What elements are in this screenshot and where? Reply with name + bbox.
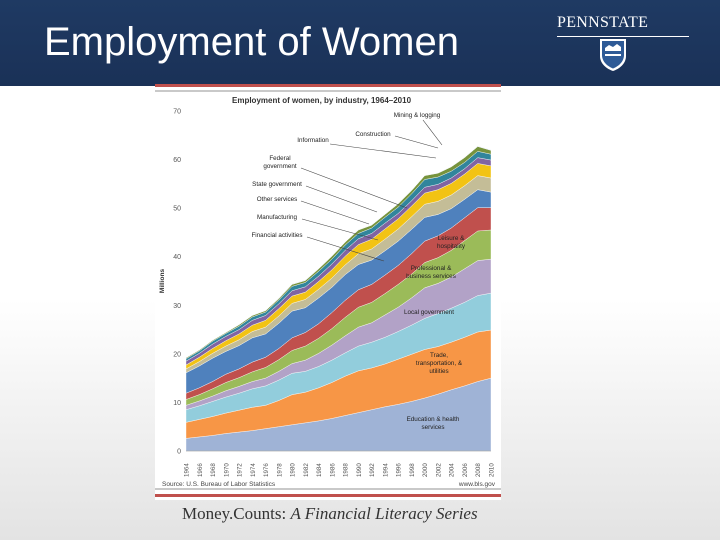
chart-top-border [155, 84, 501, 87]
chart-source: Source: U.S. Bureau of Labor Statistics [162, 481, 276, 488]
x-tick-label: 1986 [329, 463, 336, 477]
x-tick-label: 2002 [435, 463, 442, 477]
y-tick-label: 70 [173, 109, 181, 116]
y-tick-label: 40 [173, 254, 181, 261]
series-label: transportation, & [416, 360, 463, 367]
leader-line [329, 143, 437, 159]
x-tick-label: 1964 [184, 463, 191, 477]
y-tick-label: 60 [173, 157, 181, 164]
footer-series-name: Money.Counts: [182, 504, 291, 523]
x-tick-label: 1984 [316, 463, 323, 477]
series-label: Professional & [411, 265, 452, 272]
leader-line [422, 119, 443, 146]
area-mining-logging [185, 145, 492, 359]
x-tick-label: 2008 [475, 463, 482, 477]
series-label: Manufacturing [257, 214, 297, 221]
x-tick-label: 2000 [422, 463, 429, 477]
leader-line [306, 236, 385, 262]
x-tick-label: 1966 [197, 463, 204, 477]
employment-area-chart: Employment of women, by industry, 1964–2… [155, 84, 501, 497]
series-label: Financial activities [251, 232, 302, 239]
x-tick-label: 2010 [489, 463, 496, 477]
series-label: government [263, 163, 297, 170]
logo-rule [557, 36, 689, 37]
chart-image: Employment of women, by industry, 1964–2… [155, 84, 501, 500]
leader-line [394, 135, 439, 149]
chart-bottom-border [155, 494, 501, 497]
leader-line [301, 218, 379, 241]
series-label: State government [252, 181, 302, 188]
slide-title: Employment of Women [44, 20, 459, 64]
footer-series-subtitle: A Financial Literacy Series [290, 504, 478, 523]
series-label: Mining & logging [394, 112, 441, 119]
shield-icon [600, 39, 626, 71]
series-label: Trade, [430, 352, 448, 359]
series-label: Federal [269, 155, 290, 162]
x-tick-label: 1980 [290, 463, 297, 477]
x-tick-label: 1974 [250, 463, 257, 477]
series-label: Other services [257, 196, 298, 203]
x-tick-label: 2006 [462, 463, 469, 477]
y-tick-label: 20 [173, 351, 181, 358]
x-tick-label: 1982 [303, 463, 310, 477]
series-label: business services [406, 273, 456, 280]
x-tick-label: 1990 [356, 463, 363, 477]
leader-line [300, 167, 408, 209]
series-label: services [421, 424, 444, 431]
x-tick-label: 1970 [223, 463, 230, 477]
series-label: Construction [355, 131, 391, 138]
chart-y-label: Millions [159, 269, 166, 294]
series-label: Education & health [407, 416, 460, 423]
chart-title: Employment of women, by industry, 1964–2… [232, 96, 412, 105]
y-tick-label: 50 [173, 206, 181, 213]
x-tick-label: 1996 [396, 463, 403, 477]
slide-footer: Money.Counts: A Financial Literacy Serie… [182, 504, 478, 524]
y-tick-label: 10 [173, 400, 181, 407]
series-label: utilities [429, 368, 448, 375]
series-label: Leisure & [438, 235, 465, 242]
logo-wordmark: PENNSTATE [557, 14, 649, 31]
x-tick-label: 1998 [409, 463, 416, 477]
chart-bottom-rule [155, 488, 501, 490]
x-tick-label: 1976 [263, 463, 270, 477]
slide-header: Employment of Women PENNSTATE [0, 0, 720, 86]
chart-top-rule [155, 90, 501, 92]
x-tick-label: 1978 [276, 463, 283, 477]
chart-url: www.bls.gov [458, 481, 496, 488]
pennstate-logo: PENNSTATE [557, 14, 691, 76]
y-tick-label: 0 [177, 449, 181, 456]
x-tick-label: 2004 [449, 463, 456, 477]
x-tick-label: 1968 [210, 463, 217, 477]
series-label: hospitality [437, 243, 466, 250]
x-tick-label: 1992 [369, 463, 376, 477]
leader-line [300, 200, 370, 225]
series-label: Local government [404, 309, 454, 316]
leader-line [305, 185, 378, 213]
x-tick-label: 1972 [237, 463, 244, 477]
series-label: Information [297, 137, 329, 144]
y-tick-label: 30 [173, 303, 181, 310]
x-tick-label: 1994 [382, 463, 389, 477]
x-tick-label: 1988 [343, 463, 350, 477]
